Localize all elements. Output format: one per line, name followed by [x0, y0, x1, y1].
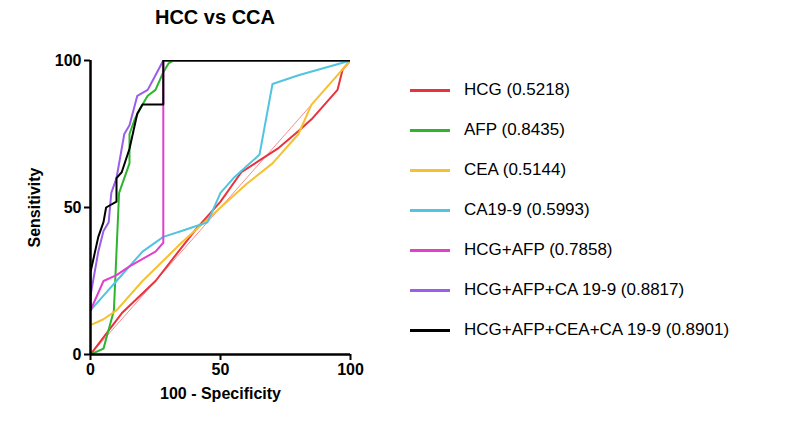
html-text:HCG+AFP (0.7858): HCG+AFP (0.7858): [464, 240, 613, 259]
svg-text:100: 100: [337, 361, 364, 378]
svg-text:0: 0: [86, 361, 95, 378]
svg-text:100: 100: [55, 52, 82, 69]
svg-text:50: 50: [212, 361, 230, 378]
svg-text:100 - Specificity: 100 - Specificity: [160, 385, 281, 402]
svg-text:50: 50: [64, 199, 82, 216]
svg-text:0: 0: [73, 346, 82, 363]
html-text:HCC vs CCA: HCC vs CCA: [155, 6, 275, 28]
html-text:HCG+AFP+CEA+CA 19-9 (0.8901): HCG+AFP+CEA+CA 19-9 (0.8901): [464, 320, 729, 339]
html-text:CA19-9 (0.5993): CA19-9 (0.5993): [464, 200, 590, 219]
svg-text:Sensitivity: Sensitivity: [26, 167, 43, 247]
html-text:CEA (0.5144): CEA (0.5144): [464, 160, 567, 179]
html-text:HCG+AFP+CA 19-9 (0.8817): HCG+AFP+CA 19-9 (0.8817): [464, 280, 685, 299]
html-text:HCG (0.5218): HCG (0.5218): [464, 80, 570, 99]
html-text:AFP (0.8435): AFP (0.8435): [464, 120, 565, 139]
